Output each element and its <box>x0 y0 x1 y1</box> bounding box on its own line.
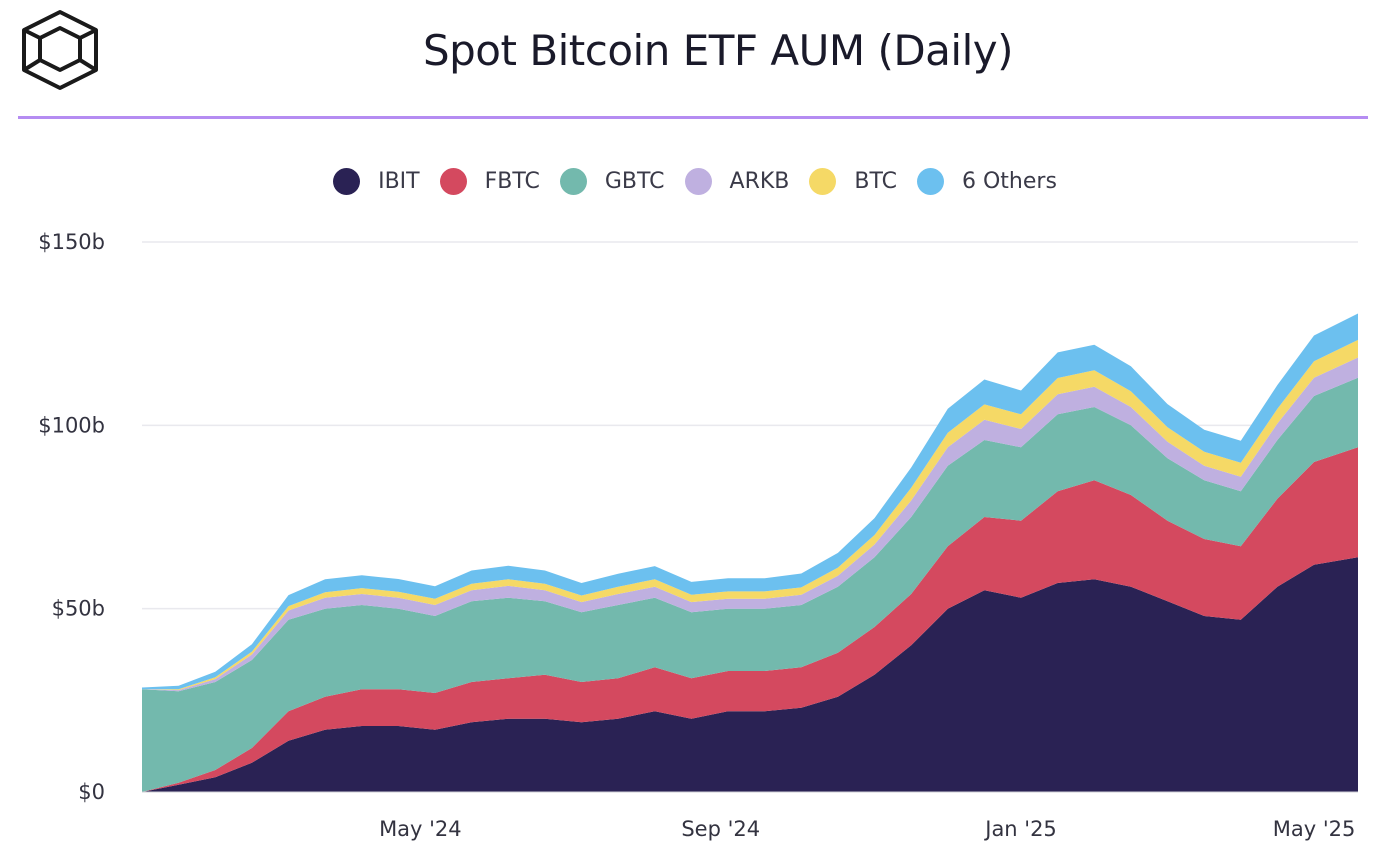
page-title: Spot Bitcoin ETF AUM (Daily) <box>422 26 1014 75</box>
area-series-arkb <box>142 357 1358 692</box>
area-series-gbtc <box>142 377 1358 792</box>
legend-label: IBIT <box>378 169 420 194</box>
y-tick-label: $50b <box>52 597 105 621</box>
legend-item-others[interactable]: 6 Others <box>916 168 1057 195</box>
x-tick-label: May '25 <box>1273 817 1356 841</box>
legend-swatch <box>809 168 837 195</box>
legend-swatch <box>333 168 361 195</box>
legend-item-arkb[interactable]: ARKB <box>684 168 790 195</box>
legend-swatch <box>559 168 587 195</box>
legend-item-gbtc[interactable]: GBTC <box>559 168 665 195</box>
legend-label: BTC <box>854 169 897 194</box>
x-tick-label: Jan '25 <box>983 817 1057 841</box>
x-tick-label: May '24 <box>379 817 462 841</box>
area-series-6-others <box>142 313 1358 690</box>
legend-item-ibit[interactable]: IBIT <box>333 168 420 195</box>
area-series-ibit <box>142 557 1358 792</box>
legend-swatch <box>916 168 944 195</box>
legend-swatch <box>439 168 467 195</box>
cube-logo-icon <box>22 10 98 90</box>
legend-item-fbtc[interactable]: FBTC <box>439 168 540 195</box>
legend-label: GBTC <box>604 169 665 194</box>
legend-label: 6 Others <box>961 169 1057 194</box>
chart-legend: IBIT FBTC GBTC ARKB BTC 6 Others <box>0 168 1380 195</box>
area-series-btc <box>142 339 1358 691</box>
legend-item-btc[interactable]: BTC <box>809 168 897 195</box>
y-tick-label: $100b <box>38 413 105 437</box>
x-tick-label: Sep '24 <box>681 817 760 841</box>
y-tick-label: $0 <box>78 780 105 804</box>
area-series-fbtc <box>142 447 1358 792</box>
y-tick-label: $150b <box>38 230 105 254</box>
legend-label: ARKB <box>729 169 790 194</box>
legend-swatch <box>684 168 712 195</box>
title-divider <box>18 116 1368 119</box>
legend-label: FBTC <box>484 169 540 194</box>
